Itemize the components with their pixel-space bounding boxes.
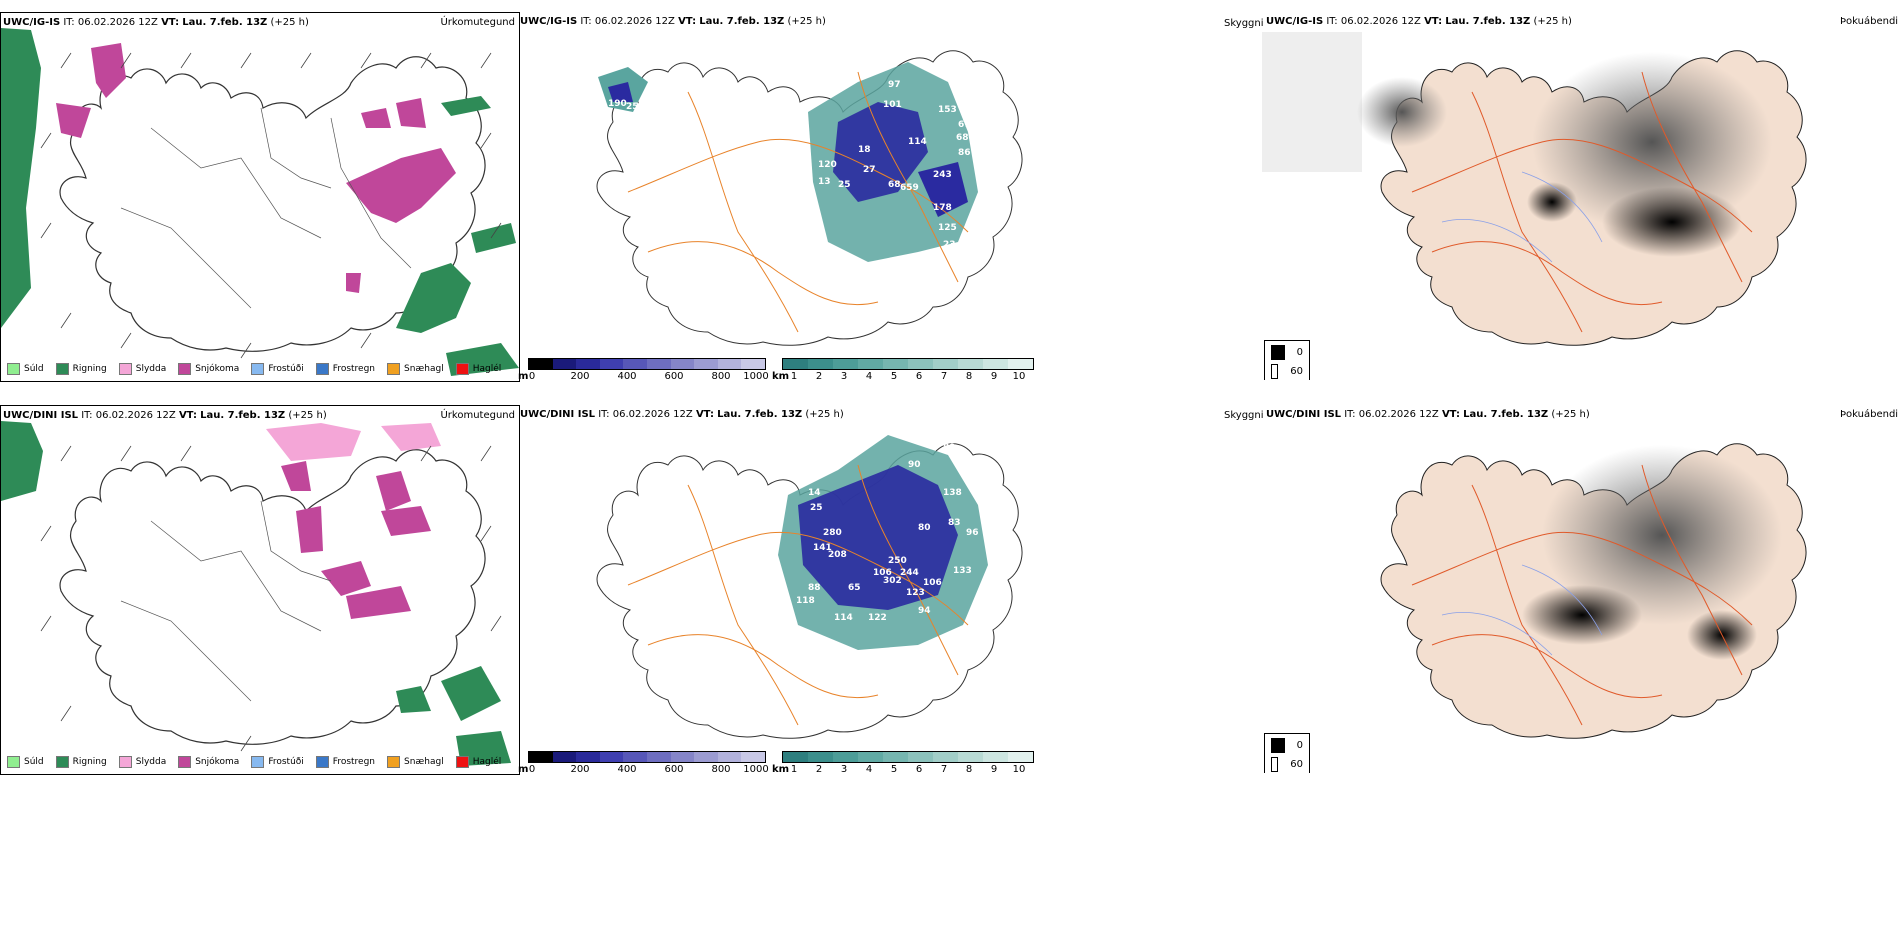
legend-item-rigning: Rigning <box>55 363 107 375</box>
fog-legend-top: 0 60 <box>1264 340 1310 380</box>
legend-item-haglel: Haglél <box>455 363 501 375</box>
km-colorbar-top <box>782 358 1034 370</box>
visibility-panel-bottom: UWC/DINI ISL IT: 06.02.2026 12Z VT: Lau.… <box>518 405 1036 773</box>
legend-item-sudl: Súld <box>7 756 44 768</box>
panel-title-top-3: UWC/IG-IS IT: 06.02.2026 12Z VT: Lau. 7.… <box>1266 16 1572 27</box>
svg-text:118: 118 <box>796 596 815 606</box>
precip-type-title: Úrkomutegund <box>440 17 515 28</box>
svg-text:178: 178 <box>933 203 952 213</box>
precip-legend-top: Súld Rigning Slydda Snjókoma Frostúði Fr… <box>7 363 513 375</box>
svg-text:13: 13 <box>818 177 831 187</box>
legend-item-frostregn: Frostregn <box>315 363 375 375</box>
legend-item-snaehagl: Snæhagl <box>387 363 444 375</box>
panel-title-top-2: UWC/IG-IS IT: 06.02.2026 12Z VT: Lau. 7.… <box>520 16 826 27</box>
svg-text:89: 89 <box>943 443 956 453</box>
legend-item-haglel: Haglél <box>455 756 501 768</box>
altitude-unit-bottom: m <box>518 764 529 773</box>
legend-item-slydda: Slydda <box>118 756 166 768</box>
svg-text:14: 14 <box>808 488 821 498</box>
legend-item-frostudi: Frostúði <box>251 363 304 375</box>
legend-item-frostudi: Frostúði <box>251 756 304 768</box>
svg-text:123: 123 <box>906 588 925 598</box>
svg-text:141: 141 <box>813 543 832 553</box>
svg-text:133: 133 <box>953 566 972 576</box>
legend-item-snaehagl: Snæhagl <box>387 756 444 768</box>
panel-title-bottom-3: UWC/DINI ISL IT: 06.02.2026 12Z VT: Lau.… <box>1266 409 1590 420</box>
svg-text:120: 120 <box>818 160 837 170</box>
fog-map-bottom <box>1380 443 1807 739</box>
km-colorbar-bottom <box>782 751 1034 763</box>
svg-text:153: 153 <box>938 105 957 115</box>
km-unit-top: km <box>772 371 790 380</box>
svg-text:25: 25 <box>810 503 823 513</box>
fog-panel-bottom: UWC/DINI ISL IT: 06.02.2026 12Z VT: Lau.… <box>1262 405 1900 773</box>
svg-text:96: 96 <box>966 528 979 538</box>
svg-text:83: 83 <box>948 518 961 528</box>
panel-title-top-1: UWC/IG-IS IT: 06.02.2026 12Z VT: Lau. 7.… <box>3 17 309 28</box>
svg-text:90: 90 <box>908 460 921 470</box>
visibility-title-top: Skyggni <box>1224 18 1264 29</box>
fog-legend-bottom: 0 60 <box>1264 733 1310 773</box>
svg-text:106: 106 <box>873 568 892 578</box>
km-unit-bottom: km <box>772 764 790 773</box>
svg-text:114: 114 <box>834 613 853 623</box>
precip-type-map <box>1 28 519 376</box>
svg-text:27: 27 <box>863 165 876 175</box>
svg-text:65: 65 <box>848 583 861 593</box>
fog-title-top: Þokuábendi <box>1840 16 1899 27</box>
legend-item-snjokoma: Snjókoma <box>178 756 239 768</box>
svg-text:124: 124 <box>623 117 642 127</box>
visibility-title-bottom: Skyggni <box>1224 410 1264 421</box>
legend-item-snjokoma: Snjókoma <box>178 363 239 375</box>
precip-legend-bottom: Súld Rigning Slydda Snjókoma Frostúði Fr… <box>7 756 513 768</box>
panel-title-bottom-2: UWC/DINI ISL IT: 06.02.2026 12Z VT: Lau.… <box>520 409 844 420</box>
panel-title-bottom-1: UWC/DINI ISL IT: 06.02.2026 12Z VT: Lau.… <box>3 410 327 421</box>
precip-type-panel-bottom: UWC/DINI ISL IT: 06.02.2026 12Z VT: Lau.… <box>0 405 520 775</box>
fog-map <box>1262 32 1807 346</box>
svg-text:101: 101 <box>883 100 902 110</box>
svg-text:243: 243 <box>933 170 952 180</box>
svg-text:97: 97 <box>888 80 901 90</box>
svg-text:67: 67 <box>958 120 971 130</box>
visibility-panel-top: UWC/IG-IS IT: 06.02.2026 12Z VT: Lau. 7.… <box>518 12 1036 380</box>
svg-text:125: 125 <box>938 223 957 233</box>
svg-text:122: 122 <box>868 613 887 623</box>
fog-panel-top: UWC/IG-IS IT: 06.02.2026 12Z VT: Lau. 7.… <box>1262 12 1900 380</box>
visibility-map-bottom: 89 90 138 80 83 96 14 25 88 118 280 141 … <box>596 435 1023 739</box>
svg-text:80: 80 <box>918 523 931 533</box>
svg-text:86: 86 <box>958 148 971 158</box>
svg-text:68: 68 <box>888 180 901 190</box>
svg-text:100: 100 <box>978 140 997 150</box>
svg-text:114: 114 <box>908 137 927 147</box>
fog-title-bottom: Þokuábendi <box>1840 409 1899 420</box>
legend-item-slydda: Slydda <box>118 363 166 375</box>
svg-text:280: 280 <box>823 528 842 538</box>
svg-text:88: 88 <box>808 583 821 593</box>
precip-type-panel-top: UWC/IG-IS IT: 06.02.2026 12Z VT: Lau. 7.… <box>0 12 520 382</box>
svg-text:190: 190 <box>608 99 627 109</box>
legend-item-sudl: Súld <box>7 363 44 375</box>
svg-text:208: 208 <box>828 550 847 560</box>
svg-text:244: 244 <box>900 568 919 578</box>
legend-item-rigning: Rigning <box>55 756 107 768</box>
svg-text:659: 659 <box>900 183 919 193</box>
altitude-unit-top: m <box>518 371 529 380</box>
svg-text:250: 250 <box>888 556 907 566</box>
precip-type-map-bottom <box>1 421 511 766</box>
precip-type-title-bottom: Úrkomutegund <box>440 410 515 421</box>
legend-item-frostregn: Frostregn <box>315 756 375 768</box>
svg-text:106: 106 <box>923 578 942 588</box>
svg-text:138: 138 <box>943 488 962 498</box>
svg-text:25: 25 <box>626 102 639 112</box>
svg-text:302: 302 <box>883 576 902 586</box>
altitude-colorbar-top <box>528 358 766 370</box>
svg-text:25: 25 <box>838 180 851 190</box>
svg-text:23: 23 <box>943 240 956 250</box>
altitude-colorbar-bottom <box>528 751 766 763</box>
svg-text:68: 68 <box>956 133 969 143</box>
svg-text:94: 94 <box>918 606 931 616</box>
svg-text:18: 18 <box>858 145 871 155</box>
visibility-map: 97 101 153 190 25 124 67 68 86 100 114 1… <box>596 50 1023 346</box>
